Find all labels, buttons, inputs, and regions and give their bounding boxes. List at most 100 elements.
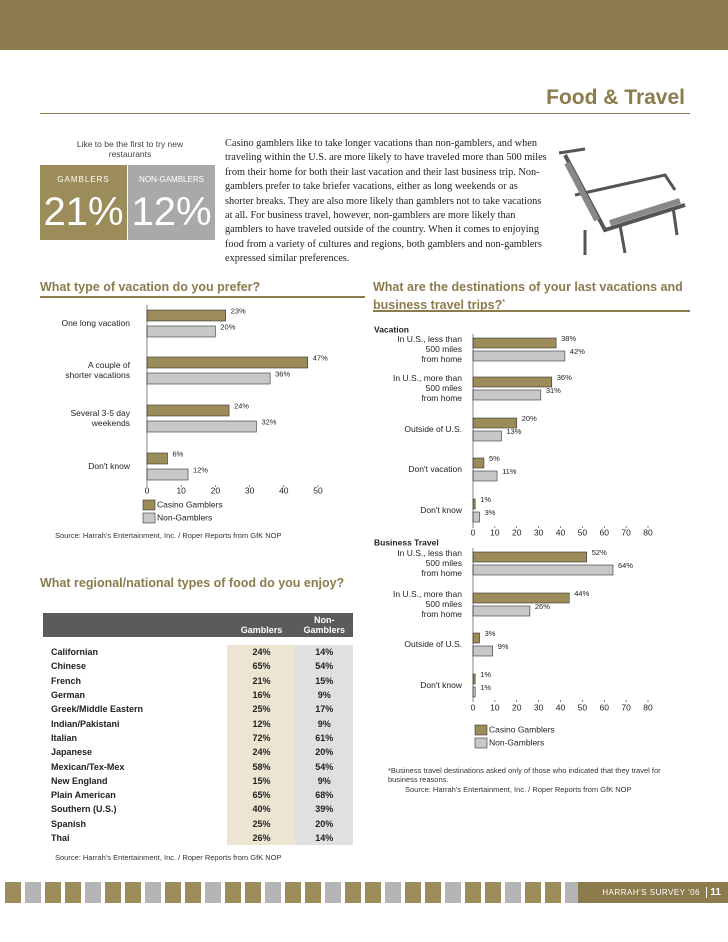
bar: [472, 605, 531, 617]
page-number: 11: [710, 887, 721, 898]
footer-square: [365, 882, 381, 903]
footer-square: [465, 882, 481, 903]
table-row: Japanese 24% 20%: [43, 745, 353, 760]
spacer: [43, 637, 353, 645]
legend-label: Casino Gamblers: [489, 724, 555, 734]
category-label: from home: [421, 354, 462, 364]
bar: [472, 350, 566, 362]
footer-square: [85, 882, 101, 903]
bar: [472, 498, 476, 510]
footer-square: [105, 882, 121, 903]
x-tick-label: 70: [621, 702, 631, 712]
x-tick-label: 80: [643, 527, 653, 537]
footer-square: [5, 882, 21, 903]
section-heading: What are the destinations of your last v…: [373, 280, 683, 313]
footer-pattern: [0, 882, 581, 903]
category-label: Several 3-5 day: [70, 408, 130, 418]
table-row: New England 15% 9%: [43, 773, 353, 788]
value-label: 1%: [480, 683, 491, 692]
x-tick-label: 10: [490, 702, 500, 712]
value-label: 24%: [234, 401, 249, 410]
category-label: 500 miles: [426, 344, 462, 354]
footer-square: [205, 882, 221, 903]
footer-square: [165, 882, 181, 903]
source: Source: Harrah's Entertainment, Inc. / R…: [55, 853, 282, 862]
spacer-row: [43, 637, 353, 645]
header-cell: Non-Gamblers: [303, 615, 346, 635]
bar: [472, 430, 502, 442]
category-label: One long vacation: [61, 318, 130, 328]
bar: [146, 325, 216, 338]
table-cell: 54%: [295, 759, 353, 774]
table-cell: 39%: [295, 802, 353, 817]
value-label: 13%: [506, 427, 521, 436]
table-cell: 16%: [227, 687, 296, 703]
value-label: 5%: [489, 454, 500, 463]
table-row: Plain American 65% 68%: [43, 787, 353, 803]
section-heading: What type of vacation do you prefer?: [40, 280, 261, 294]
bar: [472, 511, 480, 523]
x-tick-label: 40: [279, 485, 289, 495]
legend-swatch: [474, 724, 488, 736]
box-value: 12%: [131, 190, 212, 234]
value-label: 44%: [574, 589, 589, 598]
category-label: In U.S., more than: [393, 589, 462, 599]
value-label: 38%: [561, 334, 576, 343]
table-cell: Japanese: [51, 747, 93, 758]
footer-divider: [706, 887, 707, 898]
bar: [472, 470, 498, 482]
category-label: Outside of U.S.: [404, 639, 462, 649]
x-tick-label: 0: [471, 527, 476, 537]
highlight-caption: Like to be the first to try new restaura…: [76, 139, 184, 159]
table: Gamblers Non-Gamblers Californian 24% 14% Chi…: [43, 613, 353, 846]
bar: [146, 452, 168, 465]
value-label: 1%: [480, 495, 491, 504]
table-cell: 21%: [227, 673, 296, 688]
table-cell: Southern (U.S.): [51, 804, 117, 815]
intro-text: Casino gamblers like to take longer vaca…: [225, 138, 547, 265]
footer-square: [145, 882, 161, 903]
footer-square: [245, 882, 261, 903]
category-label: Don't know: [420, 680, 463, 690]
food-table: Gamblers Non-Gamblers Californian 24% 14% Chi…: [43, 613, 353, 846]
value-label: 3%: [485, 508, 496, 517]
category-label: A couple of: [88, 360, 131, 370]
footer-square: [125, 882, 141, 903]
value-label: 20%: [522, 414, 537, 423]
table-cell: 65%: [227, 659, 296, 674]
table-cell: 14%: [295, 830, 353, 846]
footer-band: HARRAH'S SURVEY '06 11: [578, 882, 728, 903]
category-label: 500 miles: [426, 383, 462, 393]
group-label: Business Travel: [374, 537, 439, 547]
footer-square: [445, 882, 461, 903]
bar: [146, 468, 189, 481]
table-cell: New England: [51, 775, 108, 786]
table-cell: 24%: [227, 745, 296, 760]
footnote-marker: *: [502, 299, 505, 306]
table-row: Italian 72% 61%: [43, 730, 353, 746]
category-label: from home: [421, 609, 462, 619]
gamblers-box: GAMBLERS 21%: [40, 165, 127, 240]
source: Source: Harrah's Entertainment, Inc. / R…: [55, 531, 282, 540]
footer-square: [385, 882, 401, 903]
table-cell: French: [51, 675, 82, 686]
bar: [146, 356, 309, 369]
x-tick-label: 30: [534, 702, 544, 712]
header-cell: [43, 613, 227, 637]
table-cell: Italian: [51, 732, 78, 743]
table-cell: Greek/Middle Eastern: [51, 704, 144, 715]
footer-label: HARRAH'S SURVEY '06: [602, 888, 700, 897]
table-cell: 9%: [295, 716, 353, 731]
value-label: 23%: [231, 306, 246, 315]
bar: [472, 645, 493, 657]
table-cell: Chinese: [51, 661, 87, 672]
category-label: Don't know: [88, 461, 131, 471]
table-cell: Plain American: [51, 790, 116, 801]
category-label: 500 miles: [426, 599, 462, 609]
table-cell: Spanish: [51, 818, 87, 829]
table-cell: 15%: [227, 773, 296, 788]
category-label: weekends: [91, 418, 130, 428]
category-label: Don't vacation: [408, 464, 462, 474]
bar: [472, 551, 588, 563]
